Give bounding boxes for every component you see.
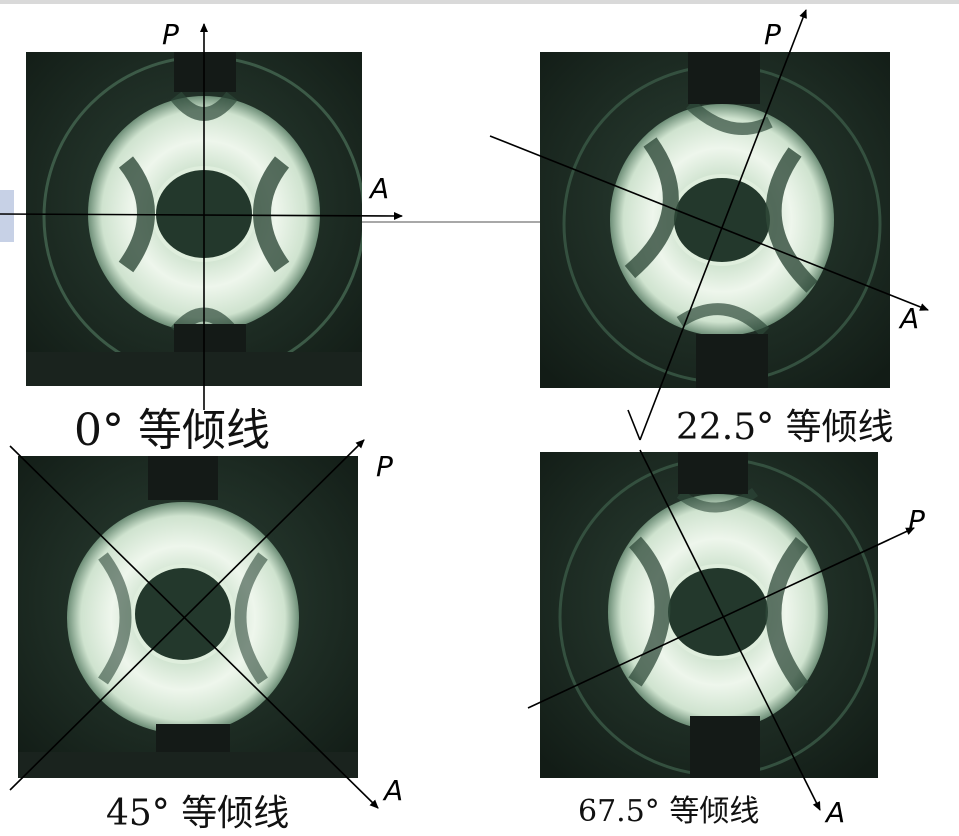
analyzer-axis-45 <box>9 445 379 809</box>
analyzer-label-67-5: A <box>824 796 845 829</box>
polarizer-label-45: P <box>376 450 393 483</box>
analyzer-axis-67-5 <box>639 449 821 811</box>
left-edge-marker <box>0 190 14 242</box>
polarizer-label-22-5: P <box>764 18 781 51</box>
photo-67-5-deg <box>540 452 878 778</box>
analyzer-label-22-5: A <box>898 302 919 335</box>
caption-22-5-deg: 22.5° 等倾线 <box>676 407 894 448</box>
analyzer-label-45: A <box>382 774 403 807</box>
analyzer-axis-0 <box>0 211 403 220</box>
caption-67-5-deg: 67.5° 等倾线 <box>578 794 760 829</box>
polarizer-axis-45 <box>9 439 365 791</box>
polarizer-label-0: P <box>162 18 179 51</box>
analyzer-axis-22-5 <box>489 135 929 311</box>
photo-22-5-deg <box>540 52 890 388</box>
caption-0-deg: 0° 等倾线 <box>74 405 270 456</box>
polarizer-axis-22-5 <box>639 9 807 441</box>
polarizer-axis-67-5 <box>527 527 915 709</box>
polarizer-label-67-5: P <box>908 504 925 537</box>
analyzer-label-0: A <box>368 172 389 205</box>
caption-45-deg: 45° 等倾线 <box>106 793 290 834</box>
